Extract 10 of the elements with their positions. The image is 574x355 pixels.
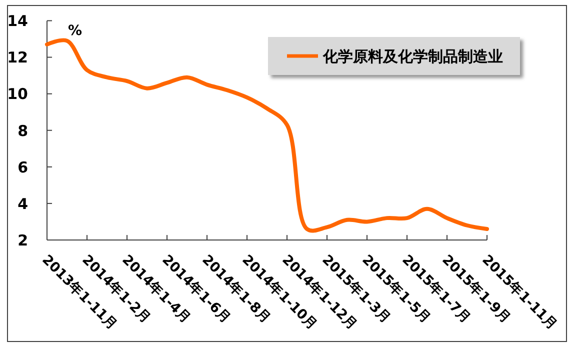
y-tick-label: 4 bbox=[18, 194, 28, 213]
y-tick-label: 14 bbox=[7, 12, 28, 30]
y-tick-label: 8 bbox=[18, 122, 28, 140]
y-axis-title: % bbox=[68, 23, 82, 39]
y-tick-label: 12 bbox=[7, 48, 28, 67]
line-series bbox=[45, 38, 489, 232]
legend-label: 化学原料及化学制品制造业 bbox=[322, 47, 503, 66]
y-tick-label: 10 bbox=[7, 85, 28, 104]
y-tick-label: 6 bbox=[18, 158, 28, 176]
y-tick-label: 2 bbox=[18, 231, 28, 250]
